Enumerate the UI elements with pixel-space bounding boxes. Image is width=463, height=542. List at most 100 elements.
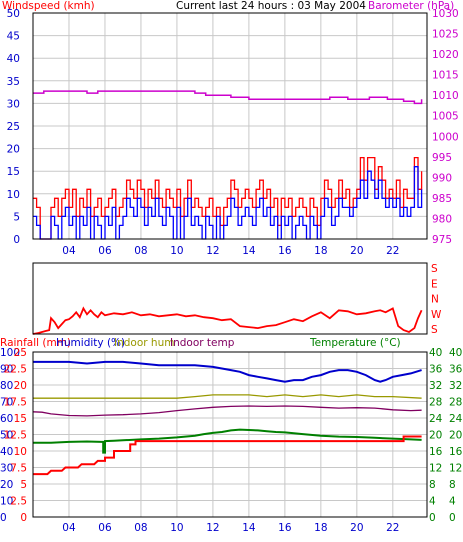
legend-rainfall: Rainfall (mm): [0, 337, 71, 349]
humidity-tick-label: 90: [0, 364, 13, 376]
rain-tick-label: 0: [20, 512, 27, 524]
temp-tick-label-outer: 40: [449, 347, 462, 359]
rain-tick-label: 7.5: [10, 463, 27, 475]
x-tick-label: 14: [242, 245, 256, 257]
legend-humidity: Humidity (%): [56, 337, 125, 349]
x-tick-label: 10: [170, 522, 183, 534]
temp-tick-label: 24: [429, 413, 443, 425]
temp-tick-label: 4: [429, 496, 436, 508]
temp-tick-label: 12: [429, 463, 442, 475]
y-left-tick-label: 35: [7, 76, 20, 88]
rain-tick-label: 2.5: [10, 496, 27, 508]
barometer-axis-title: Barometer (hPa): [368, 0, 454, 12]
barometer-series: [33, 90, 423, 105]
y-right-tick-label: 980: [432, 213, 452, 225]
y-left-tick-label: 10: [7, 189, 20, 201]
temp-tick-label: 8: [429, 479, 436, 491]
y-right-tick-label: 1005: [432, 111, 459, 123]
y-left-tick-label: 50: [7, 8, 20, 20]
x-tick-label: 16: [278, 522, 292, 534]
temp-tick-label: 16: [429, 446, 443, 458]
y-right-tick-label: 985: [432, 193, 452, 205]
y-left-tick-label: 15: [7, 166, 20, 178]
rain-tick-label: 25: [14, 347, 27, 359]
x-tick-label: 10: [170, 245, 183, 257]
y-right-tick-label: 1010: [432, 90, 459, 102]
y-right-tick-label: 1015: [432, 70, 459, 82]
indoor-temp-series: [32, 405, 422, 417]
x-tick-label: 20: [350, 245, 363, 257]
humidity-tick-label: 80: [0, 380, 13, 392]
plot-frame: [32, 12, 428, 240]
humidity-tick-label: 50: [0, 430, 13, 442]
wind-axis-title: Windspeed (kmh): [2, 0, 95, 12]
humidity-tick-label: 100: [0, 347, 20, 359]
rain-tick-label: 10: [14, 446, 27, 458]
temp-tick-label: 32: [429, 380, 442, 392]
humidity-tick-label: 30: [0, 463, 13, 475]
direction-tick-label: E: [431, 278, 438, 290]
x-tick-label: 06: [98, 245, 112, 257]
y-left-tick-label: 45: [7, 31, 20, 43]
humidity-tick-label: 0: [0, 512, 7, 524]
temp-tick-label-outer: 0: [449, 512, 456, 524]
temp-tick-label-outer: 4: [449, 496, 456, 508]
y-left-tick-label: 40: [7, 53, 20, 65]
temp-tick-label: 36: [429, 364, 443, 376]
temp-tick-label: 0: [429, 512, 436, 524]
x-tick-label: 16: [278, 245, 292, 257]
y-left-tick-label: 25: [7, 121, 20, 133]
x-tick-label: 04: [62, 522, 76, 534]
direction-tick-label: N: [431, 294, 439, 306]
humidity-tick-label: 10: [0, 496, 13, 508]
temp-tick-label-outer: 8: [449, 479, 456, 491]
legend-temperature: Temperature (°C): [309, 337, 401, 349]
direction-tick-label: W: [431, 309, 442, 321]
temp-tick-label-outer: 16: [449, 446, 463, 458]
x-tick-label: 18: [314, 522, 327, 534]
temp-tick-label-outer: 12: [449, 463, 462, 475]
y-right-tick-label: 995: [432, 152, 452, 164]
x-tick-label: 14: [242, 522, 256, 534]
x-tick-label: 18: [314, 245, 327, 257]
wind-barometer-panel: 0510152025303540455097598098599099510001…: [7, 8, 459, 257]
rain-tick-label: 12.5: [4, 430, 27, 442]
rain-tick-label: 20: [14, 380, 27, 392]
y-right-tick-label: 990: [432, 172, 452, 184]
temp-tick-label-outer: 36: [449, 364, 463, 376]
y-right-tick-label: 975: [432, 234, 452, 246]
wind-gust-series: [33, 156, 423, 240]
rain-tick-label: 5: [20, 479, 27, 491]
direction-tick-label: S: [431, 263, 438, 275]
temp-tick-label-outer: 20: [449, 430, 462, 442]
temperature-series: [33, 428, 422, 454]
humidity-series: [33, 360, 422, 383]
humidity-tick-label: 40: [0, 446, 13, 458]
wind-direction-series: [32, 306, 423, 335]
x-tick-label: 08: [134, 245, 147, 257]
temp-tick-label: 20: [429, 430, 442, 442]
temp-tick-label-outer: 32: [449, 380, 462, 392]
indoor-humidity-series: [33, 394, 422, 399]
x-tick-label: 20: [350, 522, 363, 534]
x-tick-label: 22: [386, 522, 399, 534]
rain-tick-label: 22.5: [4, 364, 27, 376]
humidity-tick-label: 60: [0, 413, 13, 425]
chart-title: Current last 24 hours : 03 May 2004: [176, 0, 366, 12]
rainfall-series: [33, 435, 422, 476]
x-tick-label: 08: [134, 522, 147, 534]
temp-tick-label: 40: [429, 347, 442, 359]
temp-tick-label-outer: 24: [449, 413, 463, 425]
x-tick-label: 12: [206, 245, 219, 257]
legend-indoor-hum: Indoor hum: [114, 337, 174, 349]
y-right-tick-label: 1025: [432, 29, 459, 41]
x-tick-label: 12: [206, 522, 219, 534]
y-left-tick-label: 0: [13, 234, 20, 246]
rain-tick-label: 17.5: [4, 397, 27, 409]
wind-average-series: [33, 166, 423, 240]
rain-tick-label: 15: [14, 413, 27, 425]
y-right-tick-label: 1020: [432, 49, 459, 61]
